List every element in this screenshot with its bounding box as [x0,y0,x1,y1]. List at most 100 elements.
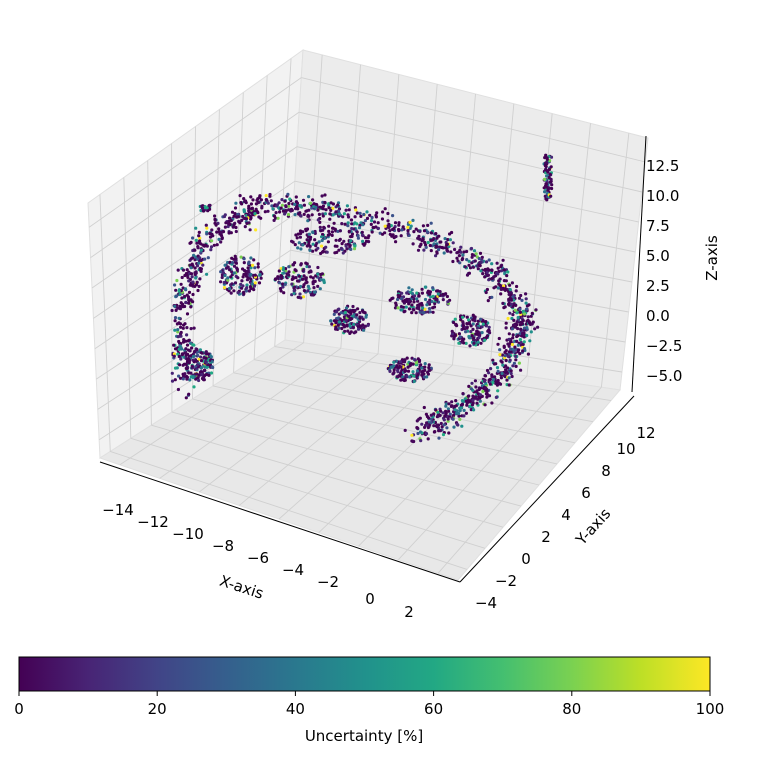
scatter-point [380,232,385,236]
scatter-point [184,300,188,304]
scatter-point [204,360,208,364]
scatter-point [320,244,324,248]
scatter-point [283,282,287,286]
scatter-point [511,336,515,340]
scatter-point [454,323,458,327]
scatter-point [394,240,398,244]
scatter-point [255,198,259,202]
scatter-point [188,378,192,382]
scatter-point [250,282,254,286]
scatter-point [257,215,261,219]
scatter-point [229,291,233,295]
scatter-point [499,269,504,273]
scatter-point [508,358,512,362]
scatter-point [192,326,196,330]
scatter-point [429,295,433,299]
scatter-point [229,219,233,223]
scatter-point [461,315,465,319]
scatter-point [294,233,298,237]
scatter-point [427,292,431,296]
scatter-point [210,365,214,369]
scatter-point [446,417,450,421]
scatter-point [361,239,365,243]
colorbar-tick-label: 80 [562,700,581,718]
scatter-point [468,404,472,408]
scatter-point [184,347,188,351]
scatter-point [189,257,193,261]
scatter-point [471,313,475,317]
scatter-point [301,269,305,273]
scatter-point [518,310,523,314]
scatter-point [219,230,224,235]
scatter-point [332,221,336,225]
scatter-point [191,236,195,240]
scatter-point [177,374,181,378]
scatter-point [337,320,341,324]
scatter-point [198,239,202,243]
scatter-point [185,377,189,381]
scatter-point [422,375,426,379]
scatter-point [446,300,450,304]
scatter-point [205,272,209,276]
scatter-point [512,361,517,365]
scatter-point [232,289,236,293]
z-tick-label: 10.0 [646,187,679,205]
scatter-point [170,371,174,375]
scatter-point [461,338,465,342]
scatter-point [324,245,328,249]
scatter-point [316,218,320,222]
scatter-point [195,241,199,245]
scatter-point [199,366,203,370]
scatter-point [353,244,357,248]
scatter-point [478,399,482,403]
scatter-point [298,229,303,233]
colorbar-tick-label: 60 [424,700,443,718]
scatter-point [426,370,430,374]
scatter-point [429,413,433,417]
x-axis-line [99,461,461,583]
scatter-point [312,290,317,294]
scatter-point [485,390,489,394]
scatter-point [220,237,224,241]
scatter-point [441,298,445,302]
scatter-point [467,259,471,263]
scatter-point [352,247,357,251]
scatter-point [393,221,398,225]
scatter-point [280,203,284,207]
grid-line [90,111,300,259]
scatter-point [426,223,430,227]
scatter-point [292,289,296,293]
scatter-point [253,273,257,277]
scatter-point [349,239,353,243]
scatter-point [294,195,298,199]
scatter-point [431,286,435,290]
scatter-point [416,248,421,252]
scatter-point [521,342,525,346]
scatter-point [254,207,258,211]
scatter-point [337,238,341,242]
scatter-point [346,215,351,219]
scatter-point [477,257,481,261]
scatter-point [462,408,466,412]
scatter-point [485,395,489,399]
scatter-point [506,316,510,321]
grid-line [96,249,291,380]
scatter-point [484,260,489,264]
scatter-point [508,283,512,287]
grid-line [489,103,515,371]
z-tick-label: −5.0 [646,367,682,385]
scatter-point [170,379,175,383]
scatter-point [479,317,483,321]
scatter-point [477,336,481,340]
scatter-point [371,225,375,230]
scatter-point [217,227,221,231]
scatter-point [487,258,491,262]
colorbar-label: Uncertainty [%] [305,727,423,745]
scatter-point [404,305,408,309]
scatter-point [514,358,518,362]
scatter-point [293,243,297,247]
scatter-point [343,310,347,315]
scatter-point [399,305,403,309]
scatter-point [429,421,433,425]
scatter-point [252,258,256,262]
